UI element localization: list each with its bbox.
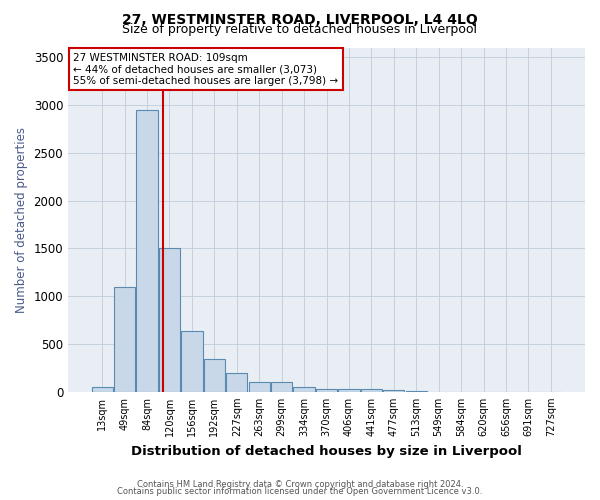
Text: Contains public sector information licensed under the Open Government Licence v3: Contains public sector information licen… <box>118 487 482 496</box>
Bar <box>136 110 158 392</box>
Bar <box>316 389 337 392</box>
Text: 27 WESTMINSTER ROAD: 109sqm
← 44% of detached houses are smaller (3,073)
55% of : 27 WESTMINSTER ROAD: 109sqm ← 44% of det… <box>73 52 338 86</box>
Bar <box>383 390 404 392</box>
Bar <box>114 286 135 392</box>
Text: 27, WESTMINSTER ROAD, LIVERPOOL, L4 4LQ: 27, WESTMINSTER ROAD, LIVERPOOL, L4 4LQ <box>122 12 478 26</box>
Bar <box>159 248 180 392</box>
Bar <box>248 382 270 392</box>
Bar <box>338 389 359 392</box>
Text: Contains HM Land Registry data © Crown copyright and database right 2024.: Contains HM Land Registry data © Crown c… <box>137 480 463 489</box>
Bar <box>271 382 292 392</box>
Y-axis label: Number of detached properties: Number of detached properties <box>15 126 28 312</box>
Bar <box>361 390 382 392</box>
Bar <box>293 386 315 392</box>
Bar <box>92 387 113 392</box>
Bar <box>181 330 203 392</box>
X-axis label: Distribution of detached houses by size in Liverpool: Distribution of detached houses by size … <box>131 444 522 458</box>
Bar <box>226 372 247 392</box>
Bar <box>204 360 225 392</box>
Text: Size of property relative to detached houses in Liverpool: Size of property relative to detached ho… <box>122 22 478 36</box>
